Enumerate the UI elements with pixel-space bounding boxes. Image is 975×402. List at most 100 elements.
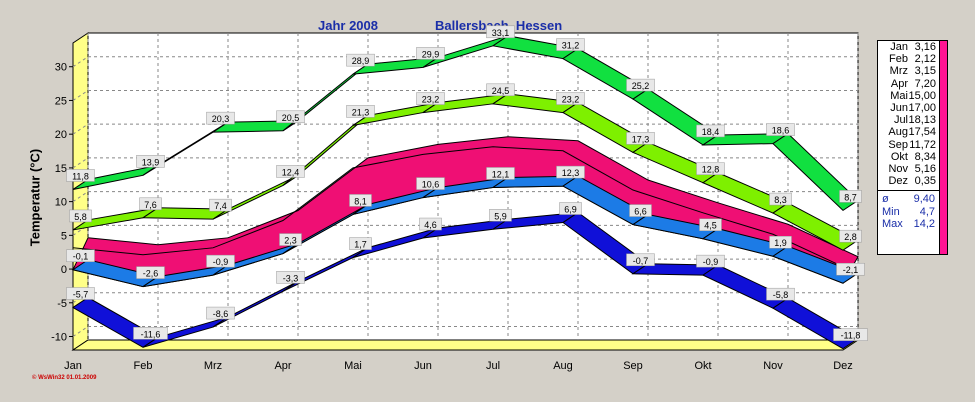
legend-month-name: Feb <box>889 53 908 66</box>
data-label: 28,9 <box>352 56 370 66</box>
legend-month-name: Mrz <box>889 65 908 78</box>
x-tick-label: Jun <box>414 360 432 372</box>
data-label: 8,7 <box>844 192 857 202</box>
legend-month-row: Apr 7,20 <box>878 78 939 90</box>
data-label: -2,1 <box>843 265 859 275</box>
legend-stat-row: Max 14,2 <box>878 218 939 230</box>
legend-stat-value: 14,2 <box>913 217 935 230</box>
legend-month-name: Okt <box>890 150 908 163</box>
data-label-box <box>766 287 795 301</box>
data-label: 21,3 <box>352 107 370 117</box>
data-label: 7,6 <box>144 200 157 210</box>
data-label-box <box>416 177 445 190</box>
legend-month-row: Feb 2,12 <box>878 53 939 65</box>
data-label: 4,6 <box>424 220 437 230</box>
x-tick-label: Aug <box>553 360 573 372</box>
data-label-box <box>556 165 585 179</box>
data-label-box <box>559 202 582 215</box>
data-label-box <box>276 110 305 124</box>
data-label: -0,1 <box>73 252 89 262</box>
y-tick-label: -5 <box>57 298 67 310</box>
legend-month-name: Dez <box>888 175 908 188</box>
legend-separator <box>878 190 939 192</box>
x-tick-label: Apr <box>274 360 291 372</box>
legend-month-name: Jul <box>893 114 908 127</box>
y-axis-title: Temperatur (°C) <box>27 148 43 247</box>
data-label: 12,8 <box>702 165 720 175</box>
legend-stat-name: ø <box>882 193 889 206</box>
data-label: 17,3 <box>632 134 650 144</box>
legend-month-value: 17,00 <box>908 102 936 115</box>
data-label-box <box>836 262 865 276</box>
data-label: 11,8 <box>72 171 89 181</box>
legend-month-value: 7,20 <box>914 77 936 90</box>
data-label-box <box>416 92 445 105</box>
data-label: -2,6 <box>143 269 159 279</box>
x-tick-label: Mai <box>344 360 362 372</box>
legend-month-row: Mai 15,00 <box>878 90 939 102</box>
data-label-box <box>136 266 165 279</box>
data-label-box <box>486 25 515 39</box>
data-label-box <box>276 271 305 284</box>
data-label: 31,2 <box>562 41 580 51</box>
data-label: -5,7 <box>73 290 89 300</box>
data-label: 6,6 <box>634 207 647 217</box>
data-label: 25,2 <box>632 81 650 91</box>
data-label: 20,5 <box>282 113 300 123</box>
data-label: 33,1 <box>492 28 510 38</box>
legend-month-row: Dez 0,35 <box>878 175 939 187</box>
data-label: -11,8 <box>841 331 861 341</box>
data-label: 7,4 <box>214 201 227 211</box>
legend-month-name: Jan <box>890 41 908 53</box>
data-label-box <box>769 235 792 249</box>
data-label-box <box>133 327 168 340</box>
data-label: 2,8 <box>844 232 857 242</box>
software-credit: © WsWin32 01.01.2009 <box>32 375 97 381</box>
data-label-box <box>769 192 792 206</box>
legend-month-value: 2,12 <box>914 53 936 66</box>
data-label: -11,6 <box>141 329 161 339</box>
data-label: 2,3 <box>284 236 297 246</box>
data-label: 12,1 <box>492 169 510 179</box>
data-label-box <box>833 328 868 341</box>
data-label-box <box>556 92 585 105</box>
data-label: 6,9 <box>564 205 577 215</box>
data-label: 23,2 <box>422 95 440 105</box>
legend-month-row: Mrz 3,15 <box>878 65 939 77</box>
legend-month-value: 3,16 <box>914 41 936 53</box>
data-label-box <box>416 47 445 60</box>
data-label-box <box>419 217 442 231</box>
chart-title-location: Ballersbach, Hessen <box>435 18 563 33</box>
data-label: -0,7 <box>633 256 649 266</box>
data-label-box <box>696 124 725 138</box>
x-tick-label: Jul <box>486 360 500 372</box>
data-label-box <box>66 169 95 182</box>
legend-stat-value: 4,7 <box>919 205 935 218</box>
legend-month-name: Aug <box>888 126 908 139</box>
data-label: 13,9 <box>142 157 160 167</box>
data-label: -3,3 <box>283 273 299 283</box>
y-tick-label: 20 <box>55 129 67 141</box>
data-label-box <box>626 78 655 92</box>
legend-stat-name: Min <box>882 205 900 218</box>
data-label-box <box>839 190 862 203</box>
y-tick-label: 15 <box>55 163 67 175</box>
data-label-box <box>206 111 235 125</box>
data-label-box <box>696 254 725 268</box>
data-label-box <box>206 254 235 268</box>
data-label: 5,8 <box>74 212 87 222</box>
data-label: 1,7 <box>354 240 367 250</box>
data-label: -0,9 <box>213 257 229 267</box>
legend-stat-value: 9,40 <box>913 193 935 206</box>
data-label-box <box>626 253 655 267</box>
data-label: 8,3 <box>774 195 787 205</box>
legend-month-value: 18,13 <box>908 114 936 127</box>
legend-color-strip <box>940 40 948 255</box>
range-band-edge <box>72 146 844 268</box>
legend-month-value: 5,16 <box>914 163 936 176</box>
data-label-box <box>626 132 655 145</box>
data-label-box <box>486 167 515 180</box>
y-tick-label: 30 <box>55 62 67 74</box>
legend-month-name: Sep <box>888 138 908 151</box>
